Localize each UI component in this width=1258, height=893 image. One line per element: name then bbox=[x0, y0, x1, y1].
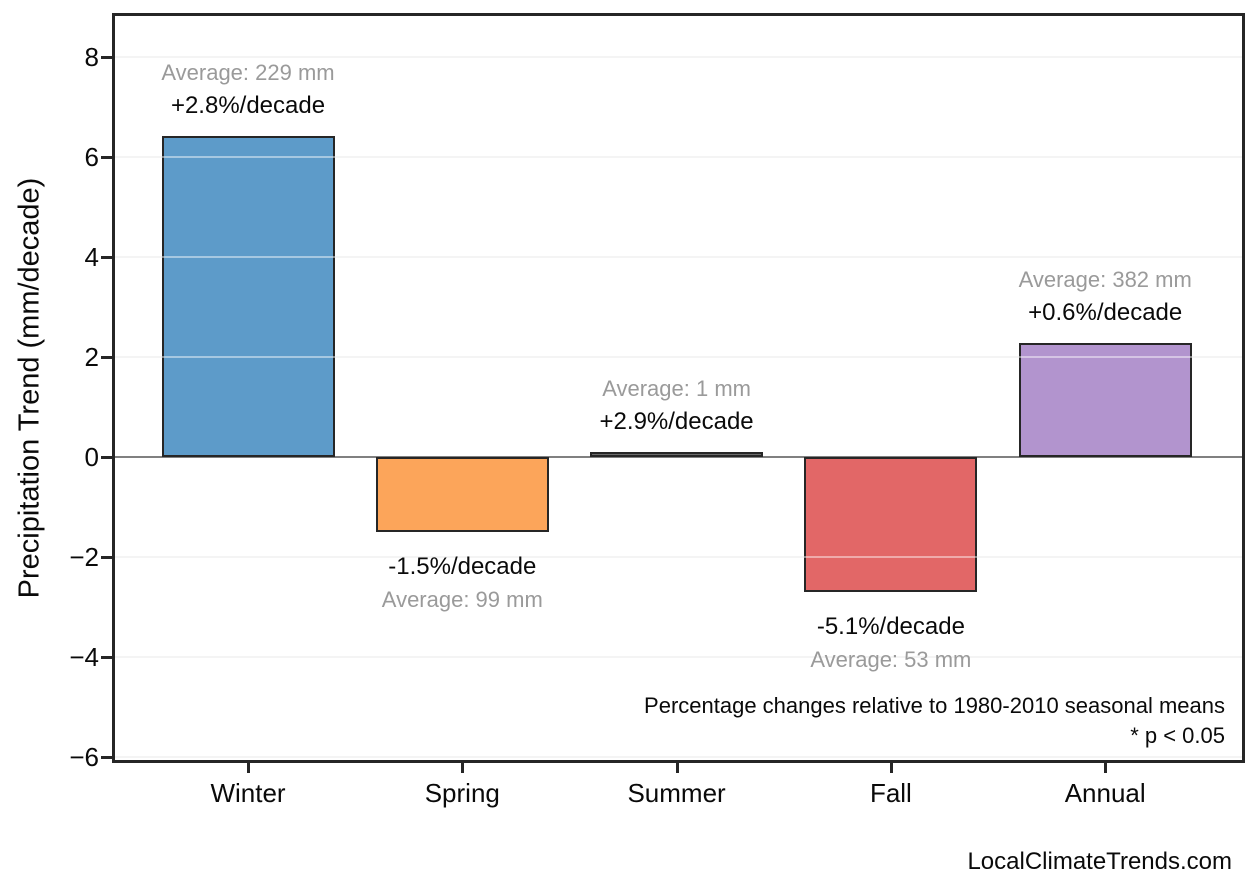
gridline bbox=[112, 656, 1245, 658]
y-tick bbox=[101, 156, 112, 159]
y-tick-label: 6 bbox=[84, 142, 99, 172]
x-tick bbox=[247, 763, 250, 773]
bar-label-summer: Average: 1 mm +2.9%/decade bbox=[600, 372, 754, 438]
bar-trend-label: -5.1%/decade bbox=[816, 613, 965, 640]
annotation-block: Percentage changes relative to 1980-2010… bbox=[644, 691, 1225, 751]
bar-trend-label: +2.8%/decade bbox=[170, 92, 326, 119]
gridline bbox=[112, 256, 1245, 258]
x-tick bbox=[461, 763, 464, 773]
gridline-overlay bbox=[112, 556, 1245, 558]
bar-trend-label: +2.9%/decade bbox=[599, 408, 754, 435]
bar-fall bbox=[804, 457, 977, 592]
bar-trend-label: +0.6%/decade bbox=[1028, 299, 1183, 326]
bar-average-label: Average: 229 mm bbox=[161, 60, 335, 85]
bar-label-annual: Average: 382 mm +0.6%/decade bbox=[1019, 263, 1192, 329]
x-tick bbox=[890, 763, 893, 773]
x-tick-label-summer: Summer bbox=[627, 778, 726, 808]
y-tick bbox=[101, 656, 112, 659]
y-tick-label: −6 bbox=[69, 742, 99, 772]
y-axis-title: Precipitation Trend (mm/decade) bbox=[13, 177, 46, 599]
bar-label-spring: -1.5%/decade Average: 99 mm bbox=[382, 550, 543, 616]
x-tick-label-winter: Winter bbox=[210, 778, 286, 808]
plot-area: Percentage changes relative to 1980-2010… bbox=[112, 13, 1245, 763]
bar-summer bbox=[590, 452, 763, 457]
bar-label-fall: -5.1%/decade Average: 53 mm bbox=[810, 610, 971, 676]
x-tick bbox=[1104, 763, 1107, 773]
annotation-significance: * p < 0.05 bbox=[1130, 723, 1225, 748]
x-tick-label-fall: Fall bbox=[869, 778, 912, 808]
bar-winter bbox=[162, 136, 335, 457]
bar-average-label: Average: 53 mm bbox=[810, 647, 972, 672]
bar-average-label: Average: 99 mm bbox=[381, 587, 543, 612]
gridline-overlay bbox=[112, 356, 1245, 358]
y-tick-label: −2 bbox=[69, 542, 99, 572]
gridline bbox=[112, 356, 1245, 358]
gridline bbox=[112, 756, 1245, 758]
zero-axis-line bbox=[112, 456, 1245, 458]
bar-spring bbox=[376, 457, 549, 532]
y-tick-label: 2 bbox=[84, 342, 99, 372]
x-tick-label-spring: Spring bbox=[424, 778, 500, 808]
y-tick-label: 8 bbox=[84, 42, 99, 72]
bar-trend-label: -1.5%/decade bbox=[388, 553, 537, 580]
y-tick-label: 0 bbox=[84, 442, 99, 472]
watermark: LocalClimateTrends.com bbox=[967, 848, 1232, 875]
y-tick bbox=[101, 456, 112, 459]
y-tick-label: 4 bbox=[84, 242, 99, 272]
gridline bbox=[112, 556, 1245, 558]
gridline bbox=[112, 56, 1245, 58]
y-tick bbox=[101, 756, 112, 759]
gridline-overlay bbox=[112, 156, 1245, 158]
y-tick bbox=[101, 556, 112, 559]
bar-average-label: Average: 1 mm bbox=[602, 376, 751, 401]
bar-label-winter: Average: 229 mm +2.8%/decade bbox=[161, 56, 334, 122]
bar-annual bbox=[1019, 343, 1192, 457]
gridline-overlay bbox=[112, 256, 1245, 258]
y-tick bbox=[101, 56, 112, 59]
bar-average-label: Average: 382 mm bbox=[1018, 267, 1192, 292]
y-tick-label: −4 bbox=[69, 642, 99, 672]
y-tick bbox=[101, 356, 112, 359]
annotation-methodology: Percentage changes relative to 1980-2010… bbox=[644, 693, 1225, 718]
gridline-overlay bbox=[112, 656, 1245, 658]
gridline bbox=[112, 156, 1245, 158]
x-tick-label-annual: Annual bbox=[1064, 778, 1146, 808]
gridline-overlay bbox=[112, 756, 1245, 758]
gridline-overlay bbox=[112, 56, 1245, 58]
x-tick bbox=[676, 763, 679, 773]
y-tick bbox=[101, 256, 112, 259]
